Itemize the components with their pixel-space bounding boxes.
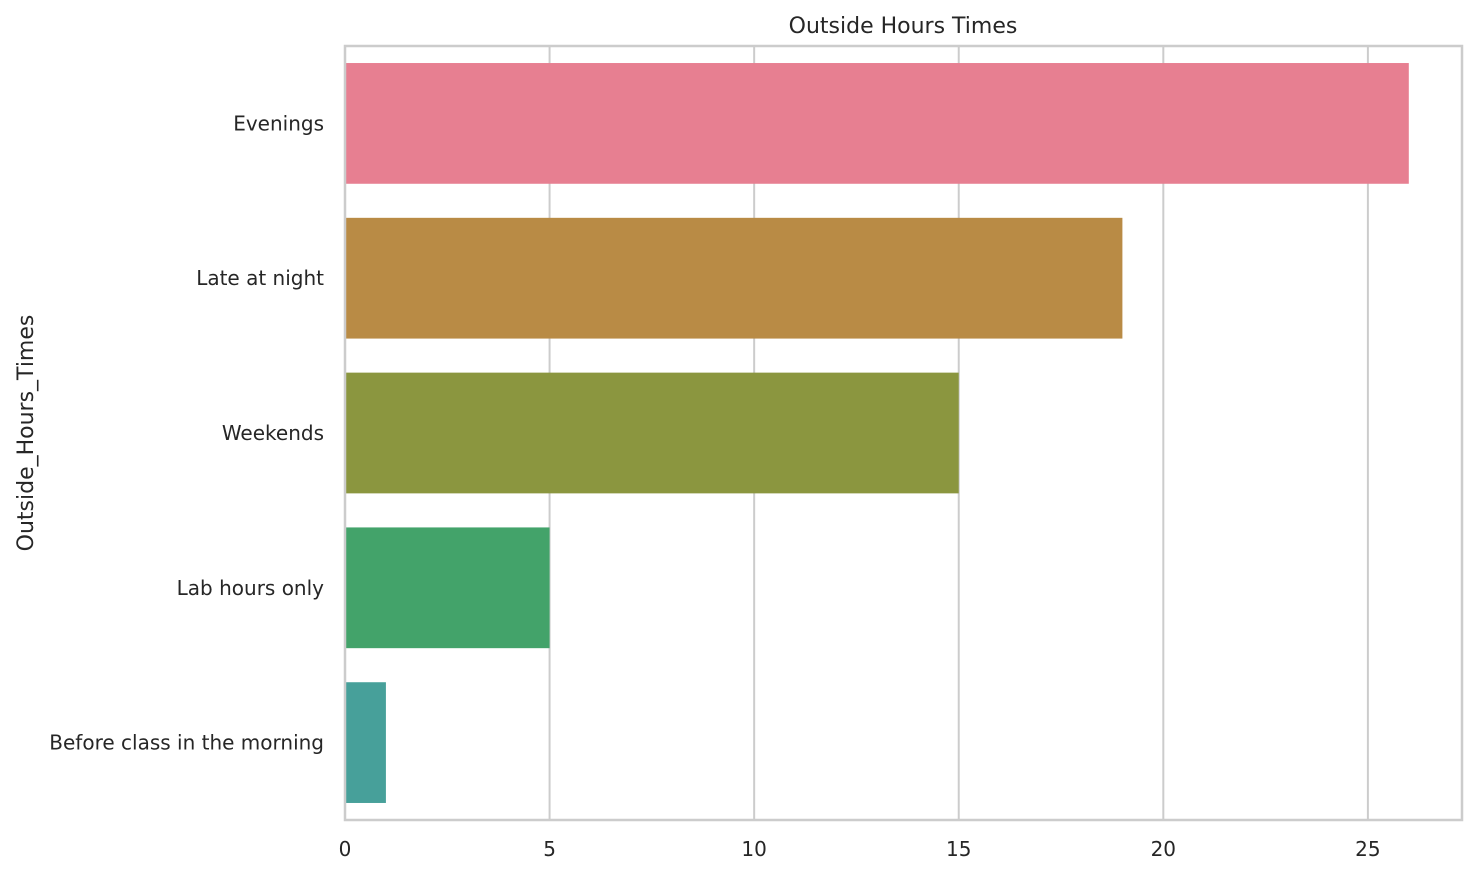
y-tick-label-3: Lab hours only — [177, 576, 325, 600]
y-axis-ticks: Evenings Late at night Weekends Lab hours o… — [49, 111, 324, 754]
bar-weekends — [345, 372, 959, 494]
y-tick-label-2: Weekends — [222, 421, 324, 445]
bar-late-at-night — [345, 217, 1123, 339]
x-tick-label-5: 25 — [1355, 837, 1380, 861]
y-tick-label-4: Before class in the morning — [49, 731, 324, 755]
bars — [345, 63, 1409, 803]
x-axis-ticks: 0 5 10 15 20 25 — [339, 837, 1381, 861]
bar-lab-hours-only — [345, 527, 550, 649]
y-tick-label-0: Evenings — [233, 111, 324, 135]
x-tick-label-1: 5 — [543, 837, 556, 861]
x-tick-label-2: 10 — [741, 837, 766, 861]
chart-title: Outside Hours Times — [789, 14, 1018, 39]
plot-frame — [343, 44, 1464, 822]
x-tick-label-4: 20 — [1151, 837, 1176, 861]
x-tick-label-0: 0 — [339, 837, 352, 861]
y-tick-label-1: Late at night — [196, 266, 324, 290]
x-tick-label-3: 15 — [946, 837, 971, 861]
y-axis-label: Outside_Hours_Times — [14, 315, 39, 552]
bar-before-class-in-the-morning — [345, 682, 386, 803]
bar-evenings — [345, 63, 1409, 184]
